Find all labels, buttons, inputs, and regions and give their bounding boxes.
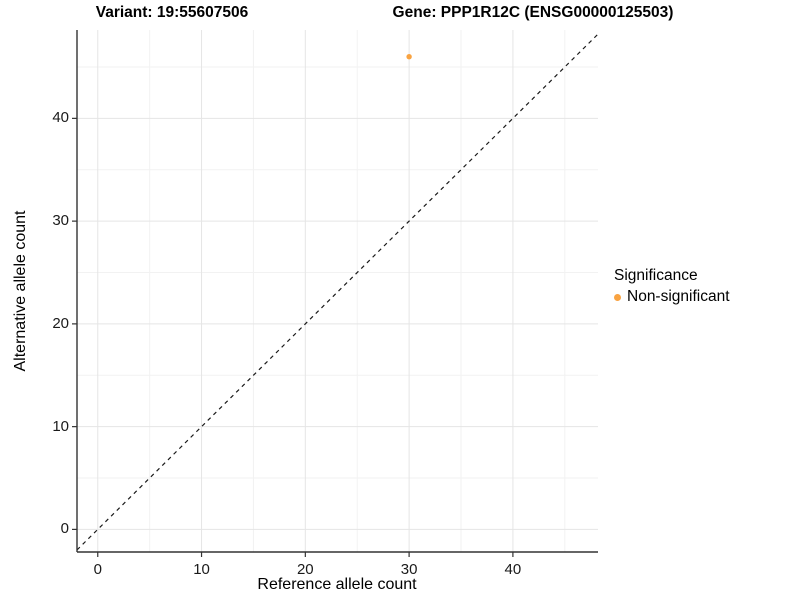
legend: Significance Non-significant [614, 267, 730, 306]
data-point [406, 54, 412, 60]
y-tick-label: 0 [60, 520, 69, 538]
y-tick-label: 20 [52, 314, 69, 332]
x-tick-label: 30 [400, 561, 418, 578]
x-tick-label: 40 [504, 561, 522, 578]
variant-title: Variant: 19:55607506 [95, 4, 249, 21]
x-tick-label: 20 [296, 561, 314, 578]
legend-item-non-significant: Non-significant [614, 288, 730, 306]
orange-dot-icon [614, 293, 621, 301]
legend-title: Significance [614, 267, 698, 284]
x-tick-label: 0 [93, 561, 102, 578]
y-axis-title: Alternative allele count [12, 210, 29, 372]
y-tick-label: 10 [52, 417, 69, 435]
x-axis-title: Reference allele count [257, 576, 417, 593]
x-tick-label: 10 [193, 561, 210, 578]
identity-dashed-line [76, 33, 599, 551]
gene-title: Gene: PPP1R12C (ENSG00000125503) [392, 4, 674, 21]
legend-item-label: Non-significant [627, 288, 730, 305]
y-tick-label: 30 [52, 212, 69, 230]
y-tick-label: 40 [52, 109, 69, 127]
